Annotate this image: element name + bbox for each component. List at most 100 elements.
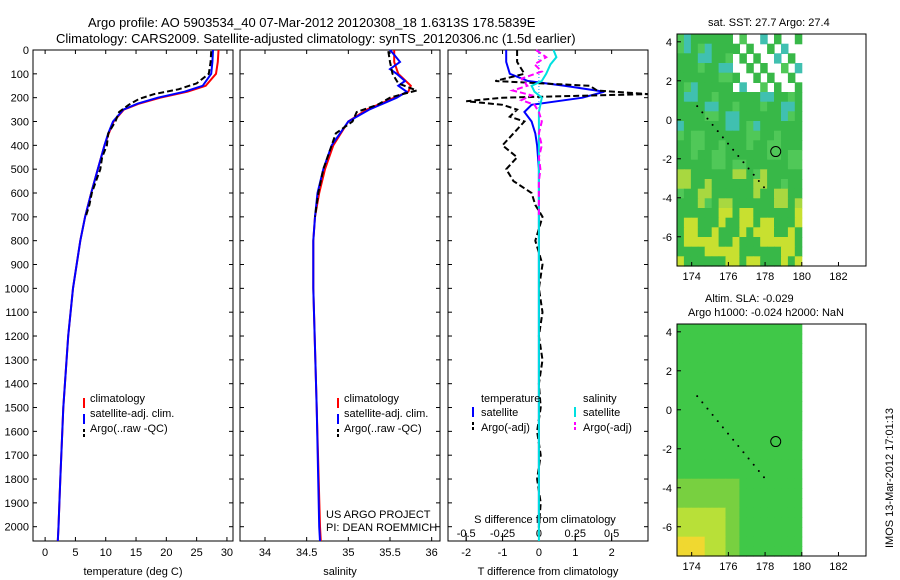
legend-sat-label: satellite-adj. clim. xyxy=(344,408,428,420)
map-cell xyxy=(704,198,713,209)
y-tick-label: 700 xyxy=(11,212,29,224)
map-cell xyxy=(718,353,727,364)
y-tick-label: 0 xyxy=(23,45,29,57)
map-cell xyxy=(697,246,706,257)
map-cell xyxy=(781,169,789,180)
map-cell xyxy=(725,198,733,209)
map-cell xyxy=(697,449,706,460)
map-cell xyxy=(767,469,775,480)
map-cell xyxy=(787,256,796,267)
map-cell xyxy=(732,536,740,547)
map-cell xyxy=(718,546,727,557)
map-cell xyxy=(753,391,761,402)
map-cell xyxy=(781,469,789,480)
map-cell xyxy=(690,459,699,470)
map-cell xyxy=(711,401,720,412)
map-cell xyxy=(690,237,699,248)
series-line-2 xyxy=(84,51,213,218)
x-tick-label: 34.5 xyxy=(296,547,317,559)
map-cell xyxy=(704,43,713,54)
map-cell xyxy=(711,430,720,441)
map-cell xyxy=(711,324,720,335)
map-cell xyxy=(767,179,775,190)
map-cell xyxy=(739,198,747,209)
map-cell xyxy=(753,111,761,122)
map-cell xyxy=(746,469,754,480)
map-cell xyxy=(732,169,740,180)
map-cell xyxy=(711,459,720,470)
map-cell xyxy=(767,430,775,441)
sla-map-title-2: Argo h1000: -0.024 h2000: NaN xyxy=(688,307,844,319)
map-cell xyxy=(697,353,706,364)
map-cell xyxy=(718,63,727,74)
map-cell xyxy=(739,517,747,528)
map-cell xyxy=(725,440,733,451)
x-axis-label: T difference from climatology xyxy=(478,566,619,578)
map-cell xyxy=(711,101,720,112)
map-cell xyxy=(690,130,699,141)
x-tick-label: 30 xyxy=(221,547,233,559)
map-cell xyxy=(677,343,685,354)
map-cell xyxy=(718,324,727,335)
map-cell xyxy=(704,208,713,219)
map-cell xyxy=(739,34,747,45)
map-cell xyxy=(767,121,775,132)
map-cell xyxy=(739,121,747,132)
map-cell xyxy=(739,217,747,228)
map-cell xyxy=(760,246,768,257)
map-grid xyxy=(677,34,803,267)
map-cell xyxy=(704,101,713,112)
map-cell xyxy=(794,343,803,354)
map-cell xyxy=(774,391,782,402)
map-cell xyxy=(753,420,761,431)
map-cell xyxy=(697,372,706,383)
map-cell xyxy=(732,140,740,151)
track-point xyxy=(711,413,714,416)
map-cell xyxy=(774,478,782,489)
map-cell xyxy=(725,536,733,547)
map-cell xyxy=(690,478,699,489)
map-cell xyxy=(794,188,803,199)
track-point xyxy=(737,155,740,158)
map-cell xyxy=(732,111,740,122)
map-cell xyxy=(767,188,775,199)
map-cell xyxy=(697,478,706,489)
map-cell xyxy=(760,256,768,267)
map-cell xyxy=(781,343,789,354)
track-point xyxy=(732,148,735,151)
map-cell xyxy=(725,343,733,354)
map-cell xyxy=(711,449,720,460)
map-cell xyxy=(781,43,789,54)
map-cell xyxy=(753,536,761,547)
map-cell xyxy=(711,169,720,180)
map-cell xyxy=(725,140,733,151)
track-point xyxy=(716,130,719,133)
map-cell xyxy=(746,507,754,518)
map-cell xyxy=(746,43,754,54)
map-cell xyxy=(725,527,733,538)
map-cell xyxy=(781,353,789,364)
map-cell xyxy=(732,159,740,170)
map-frame xyxy=(676,323,867,557)
map-cell xyxy=(704,343,713,354)
map-cell xyxy=(677,411,685,422)
map-cell xyxy=(774,246,782,257)
map-cell xyxy=(704,34,713,45)
map-cell xyxy=(711,130,720,141)
map-cell xyxy=(718,208,727,219)
map-cell xyxy=(794,440,803,451)
map-cell xyxy=(718,111,727,122)
map-cell xyxy=(753,53,761,64)
y-tick-label: 1800 xyxy=(5,474,29,486)
map-cell xyxy=(677,469,685,480)
map-cell xyxy=(677,92,685,103)
map-cell xyxy=(739,440,747,451)
map-cell xyxy=(787,343,796,354)
map-cell xyxy=(697,169,706,180)
map-cell xyxy=(704,188,713,199)
y-tick-label: 2 xyxy=(666,366,672,378)
map-cell xyxy=(787,121,796,132)
map-cell xyxy=(746,343,754,354)
map-cell xyxy=(690,488,699,499)
map-cell xyxy=(760,324,768,335)
